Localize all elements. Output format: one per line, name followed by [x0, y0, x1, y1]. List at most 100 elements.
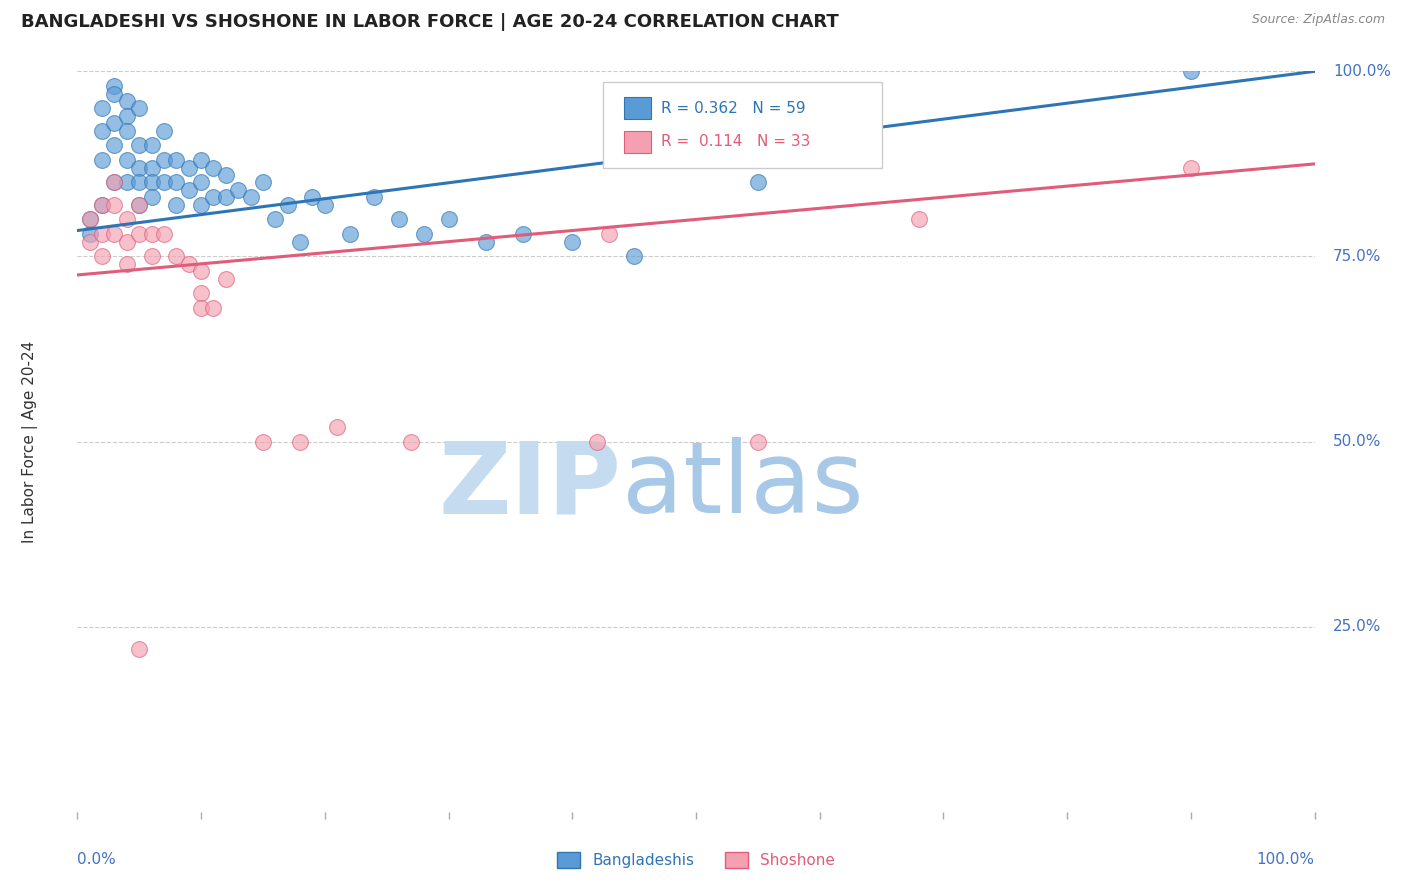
- Point: [128, 102, 150, 116]
- Point: [215, 271, 238, 285]
- Point: [115, 175, 138, 190]
- Point: [128, 161, 150, 175]
- Point: [190, 264, 212, 278]
- Text: 25.0%: 25.0%: [1333, 619, 1382, 634]
- Point: [141, 138, 163, 153]
- Point: [252, 434, 274, 449]
- Point: [314, 197, 336, 211]
- Point: [91, 102, 114, 116]
- Point: [264, 212, 287, 227]
- Point: [215, 168, 238, 182]
- Point: [103, 79, 125, 94]
- Point: [252, 175, 274, 190]
- Point: [128, 197, 150, 211]
- FancyBboxPatch shape: [603, 82, 882, 168]
- Point: [512, 227, 534, 242]
- Point: [79, 212, 101, 227]
- Text: BANGLADESHI VS SHOSHONE IN LABOR FORCE | AGE 20-24 CORRELATION CHART: BANGLADESHI VS SHOSHONE IN LABOR FORCE |…: [21, 13, 839, 31]
- Point: [115, 94, 138, 108]
- Point: [288, 434, 311, 449]
- Text: Source: ZipAtlas.com: Source: ZipAtlas.com: [1251, 13, 1385, 27]
- Point: [190, 286, 212, 301]
- Point: [907, 212, 929, 227]
- Point: [202, 190, 225, 204]
- Point: [91, 123, 114, 137]
- Point: [115, 212, 138, 227]
- Text: 100.0%: 100.0%: [1333, 64, 1391, 78]
- Point: [190, 197, 212, 211]
- Legend: Bangladeshis, Shoshone: Bangladeshis, Shoshone: [551, 847, 841, 874]
- Text: In Labor Force | Age 20-24: In Labor Force | Age 20-24: [22, 341, 38, 542]
- Point: [128, 138, 150, 153]
- Point: [339, 227, 361, 242]
- Point: [190, 175, 212, 190]
- Point: [91, 250, 114, 264]
- Point: [623, 250, 645, 264]
- Point: [115, 235, 138, 249]
- Point: [177, 161, 200, 175]
- Point: [141, 190, 163, 204]
- Point: [363, 190, 385, 204]
- Text: atlas: atlas: [621, 437, 863, 534]
- Point: [388, 212, 411, 227]
- Point: [91, 197, 114, 211]
- Point: [79, 235, 101, 249]
- Point: [141, 250, 163, 264]
- Text: 75.0%: 75.0%: [1333, 249, 1382, 264]
- Text: R =  0.114   N = 33: R = 0.114 N = 33: [661, 134, 811, 149]
- Point: [1180, 64, 1202, 78]
- Point: [747, 175, 769, 190]
- Point: [561, 235, 583, 249]
- Point: [226, 183, 249, 197]
- Point: [103, 227, 125, 242]
- Point: [598, 227, 620, 242]
- Point: [128, 175, 150, 190]
- Point: [301, 190, 323, 204]
- Point: [103, 197, 125, 211]
- Point: [177, 183, 200, 197]
- Point: [141, 227, 163, 242]
- Point: [401, 434, 423, 449]
- Point: [79, 227, 101, 242]
- Point: [165, 250, 187, 264]
- Point: [165, 153, 187, 168]
- Point: [288, 235, 311, 249]
- Point: [153, 123, 176, 137]
- Point: [215, 190, 238, 204]
- Point: [190, 153, 212, 168]
- Text: 0.0%: 0.0%: [77, 853, 117, 867]
- Point: [103, 175, 125, 190]
- Point: [128, 641, 150, 656]
- Point: [141, 175, 163, 190]
- Point: [103, 116, 125, 130]
- Point: [165, 175, 187, 190]
- Point: [202, 301, 225, 316]
- Point: [128, 197, 150, 211]
- Point: [141, 161, 163, 175]
- Point: [326, 419, 349, 434]
- Point: [474, 235, 496, 249]
- Point: [103, 175, 125, 190]
- Point: [1180, 161, 1202, 175]
- Point: [115, 257, 138, 271]
- Point: [91, 197, 114, 211]
- Point: [412, 227, 434, 242]
- Point: [115, 109, 138, 123]
- Point: [165, 197, 187, 211]
- Point: [239, 190, 262, 204]
- Point: [115, 123, 138, 137]
- Point: [437, 212, 460, 227]
- Point: [153, 153, 176, 168]
- Point: [128, 227, 150, 242]
- Point: [277, 197, 299, 211]
- Point: [177, 257, 200, 271]
- Point: [586, 434, 609, 449]
- Text: 50.0%: 50.0%: [1333, 434, 1382, 449]
- Point: [153, 227, 176, 242]
- Point: [91, 227, 114, 242]
- Text: 100.0%: 100.0%: [1257, 853, 1315, 867]
- Point: [103, 138, 125, 153]
- FancyBboxPatch shape: [624, 97, 651, 120]
- Text: ZIP: ZIP: [439, 437, 621, 534]
- Text: R = 0.362   N = 59: R = 0.362 N = 59: [661, 101, 806, 116]
